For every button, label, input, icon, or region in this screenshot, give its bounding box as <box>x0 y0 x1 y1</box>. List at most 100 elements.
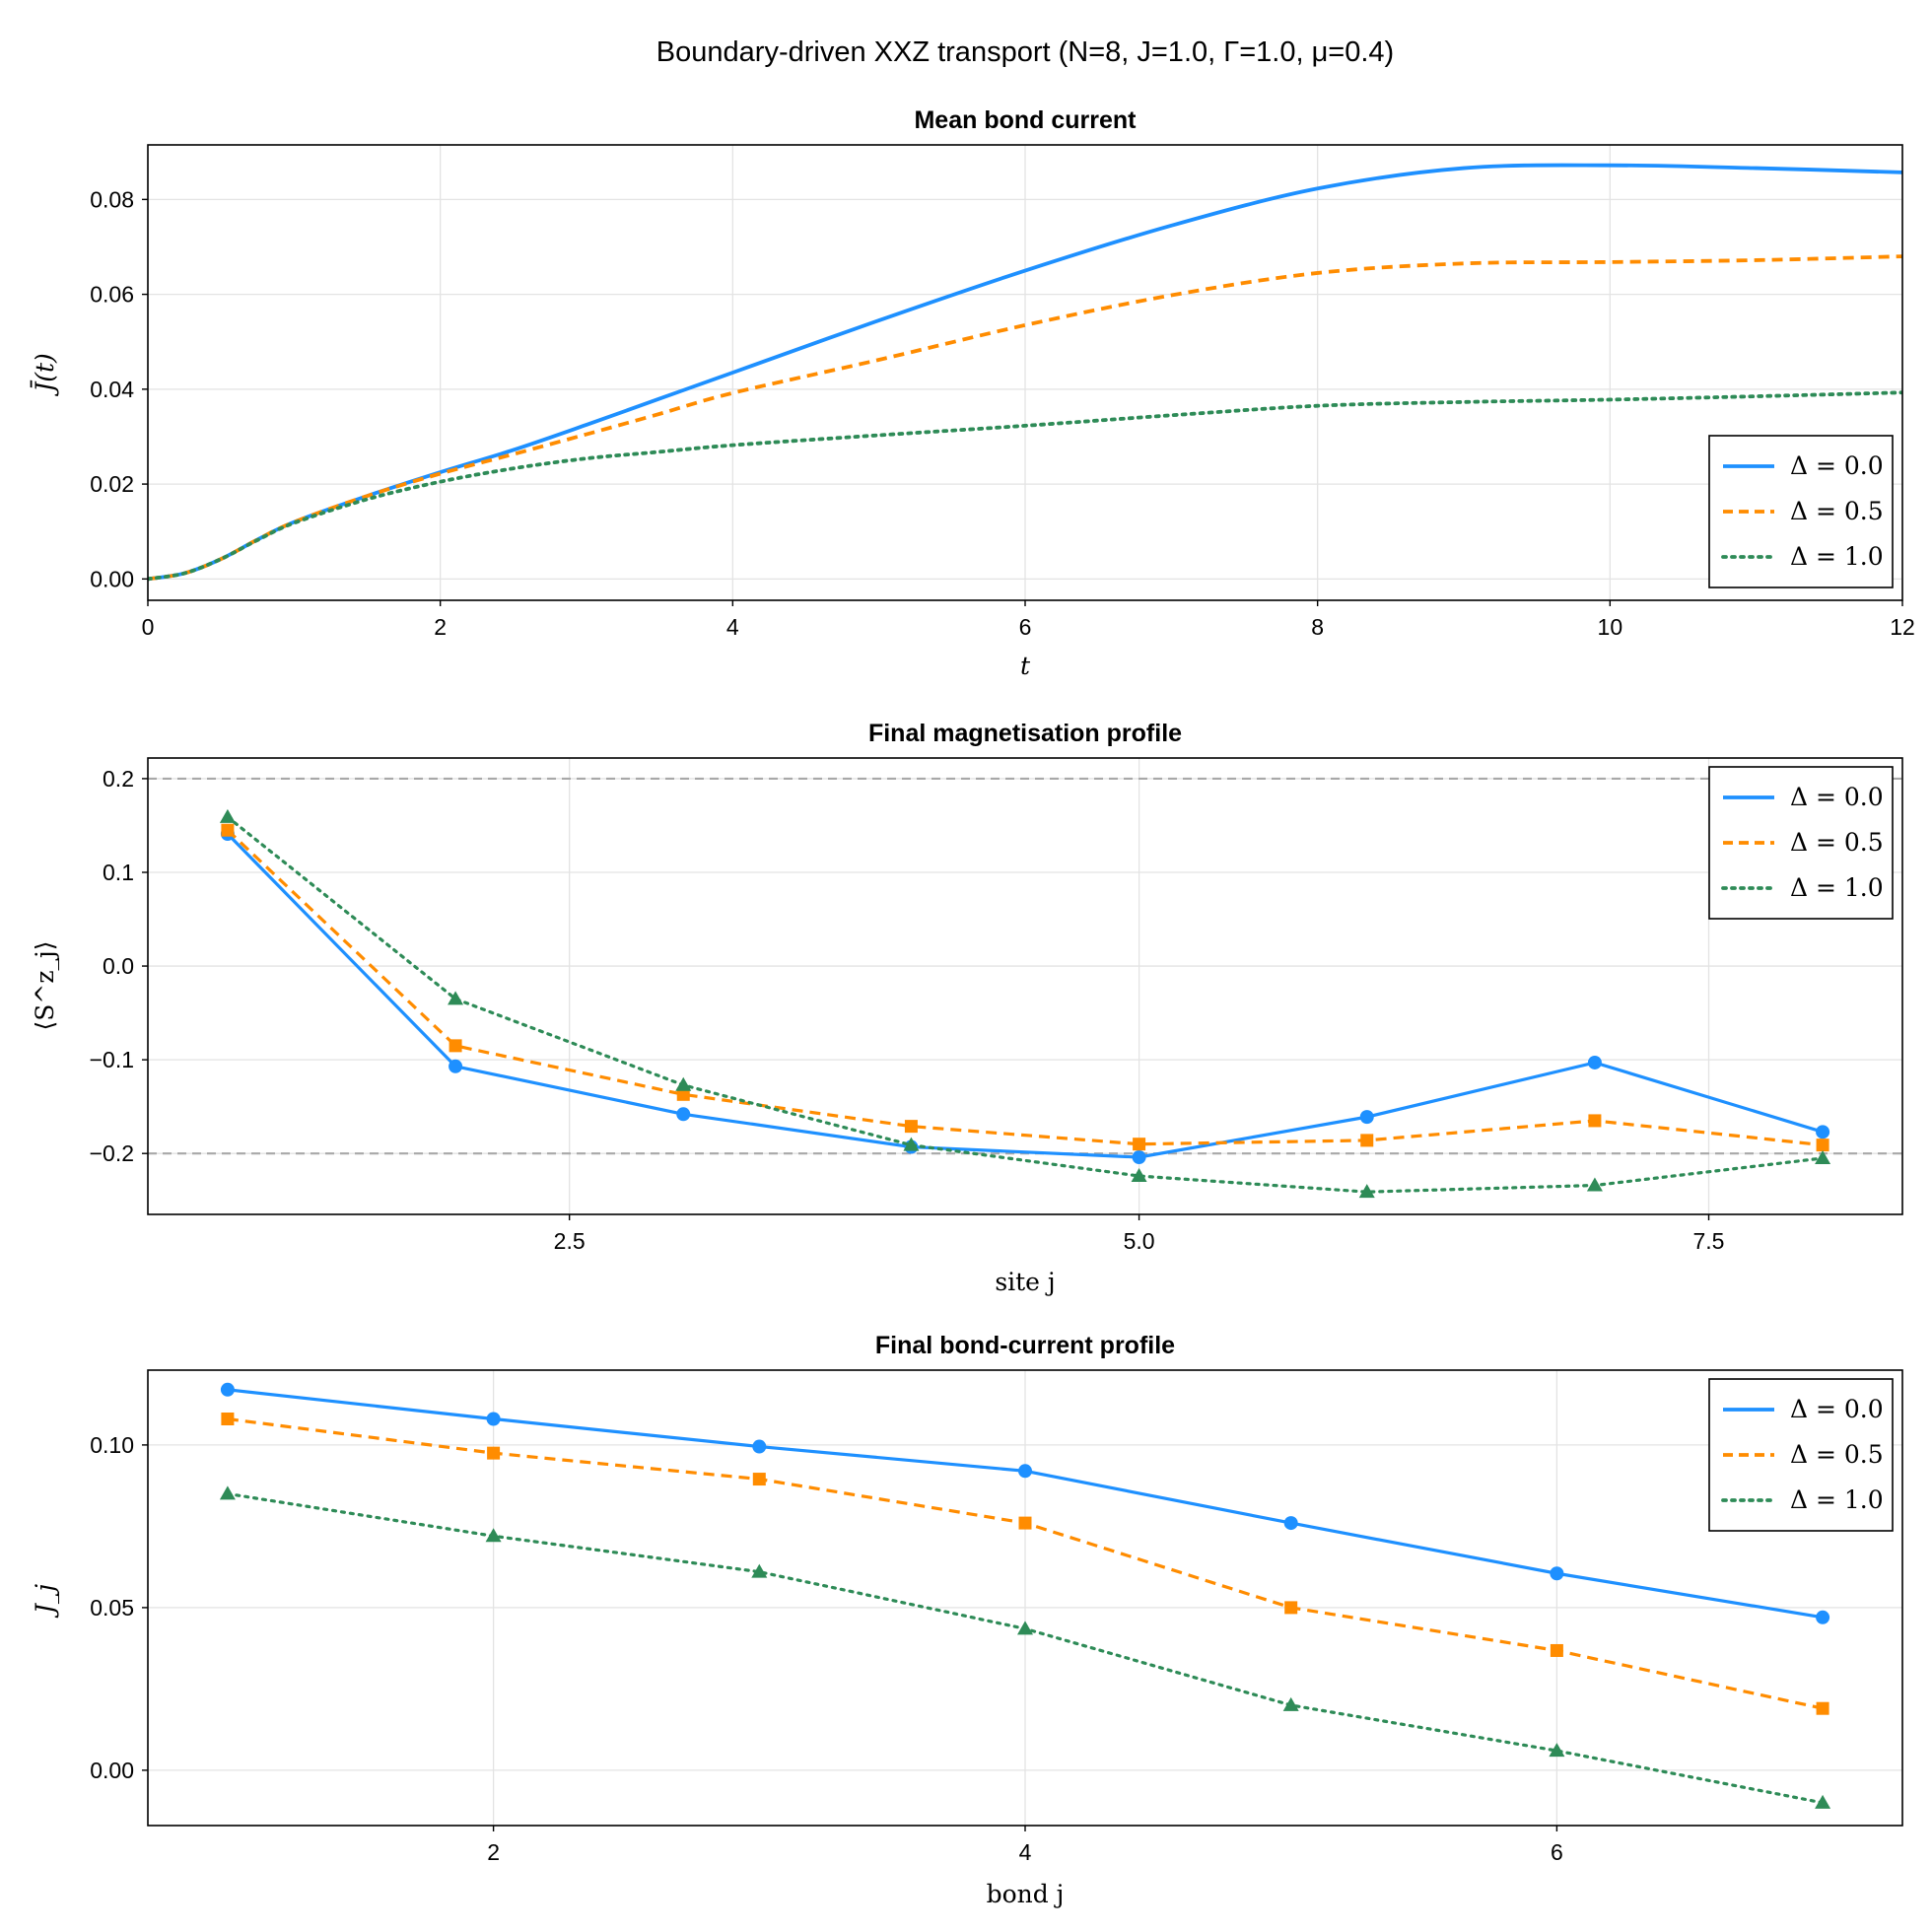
triangle-marker <box>1815 1794 1831 1809</box>
panel-magnetisation-profile: Final magnetisation profile 2.5 5.0 7.5 −0.… <box>31 720 1903 1296</box>
legend-label: Δ = 0.0 <box>1790 783 1884 811</box>
x-tick-label: 2 <box>434 614 447 640</box>
series-delta-0-0 <box>220 1382 1830 1624</box>
y-tick-label: 0.06 <box>90 282 134 308</box>
triangle-marker <box>1017 1621 1033 1635</box>
tick-labels: 2.5 5.0 7.5 −0.2 −0.1 0.0 0.1 0.2 <box>90 766 1725 1254</box>
x-tick-label: 10 <box>1598 614 1623 640</box>
circle-marker <box>486 1412 501 1426</box>
triangle-marker <box>219 808 236 823</box>
x-tick-label: 4 <box>1019 1839 1032 1865</box>
triangle-marker <box>448 991 464 1005</box>
y-tick-label: 0.05 <box>90 1595 134 1621</box>
y-axis-label: J_j <box>31 1584 59 1620</box>
series-delta-1-0 <box>219 808 1831 1199</box>
x-tick-label: 2.5 <box>554 1228 586 1254</box>
x-axis-label: site j <box>995 1268 1055 1296</box>
x-tick-label: 6 <box>1551 1839 1563 1865</box>
series-delta-0-0 <box>220 827 1830 1165</box>
circle-marker <box>752 1439 767 1454</box>
tick-labels: 2 4 6 0.00 0.05 0.10 <box>90 1432 1563 1865</box>
y-tick-label: 0.04 <box>90 377 134 402</box>
panel-title: Final bond-current profile <box>875 1332 1175 1359</box>
legend: Δ = 0.0 Δ = 0.5 Δ = 1.0 <box>1708 435 1894 588</box>
y-tick-label: −0.2 <box>90 1140 134 1166</box>
square-marker <box>1018 1516 1032 1530</box>
legend-label: Δ = 1.0 <box>1790 873 1884 902</box>
triangle-marker <box>485 1528 502 1543</box>
svg-text:J̄(t): J̄(t) <box>31 353 59 397</box>
plot-area <box>219 1382 1831 1809</box>
svg-text:J_j: J_j <box>31 1584 59 1620</box>
plot-area <box>148 163 1902 582</box>
square-marker <box>752 1473 766 1486</box>
x-tick-label: 0 <box>142 614 155 640</box>
square-marker <box>1550 1643 1563 1657</box>
triangle-marker <box>903 1137 920 1151</box>
series-layer <box>219 1382 1831 1809</box>
panel-mean-bond-current: Mean bond current 0 2 4 6 8 10 120.000.020.040… <box>31 106 1915 680</box>
legend-label: Δ = 0.5 <box>1790 828 1884 857</box>
series-layer <box>219 808 1831 1199</box>
square-marker <box>487 1446 501 1460</box>
triangle-marker <box>1131 1168 1147 1183</box>
series-delta-0-5 <box>221 823 1829 1152</box>
y-axis-label: J̄(t) <box>31 353 59 397</box>
square-marker <box>676 1087 690 1101</box>
x-tick-label: 8 <box>1311 614 1324 640</box>
triangle-marker <box>1358 1184 1375 1199</box>
square-marker <box>1816 1701 1829 1715</box>
square-marker <box>1284 1601 1298 1615</box>
series-line <box>226 832 1824 1159</box>
square-marker <box>448 1039 462 1053</box>
triangle-marker <box>1815 1149 1831 1164</box>
x-tick-label: 4 <box>726 614 739 640</box>
series-layer <box>148 163 1902 582</box>
grid <box>148 1370 1902 1826</box>
plot-frame <box>147 757 1903 1215</box>
legend-label: Δ = 0.5 <box>1790 1440 1884 1469</box>
legend-label: Δ = 0.5 <box>1790 497 1884 525</box>
x-tick-label: 12 <box>1890 614 1915 640</box>
triangle-marker <box>1586 1177 1603 1192</box>
x-axis-label: bond j <box>987 1880 1065 1908</box>
y-tick-label: 0.0 <box>103 953 134 979</box>
series-line <box>226 829 1824 1147</box>
square-marker <box>221 1413 235 1425</box>
circle-marker <box>1018 1464 1032 1479</box>
circle-marker <box>676 1107 691 1122</box>
series-delta-1-0 <box>148 390 1902 582</box>
panel-title: Mean bond current <box>914 106 1137 134</box>
triangle-marker <box>675 1076 692 1091</box>
triangle-marker <box>1549 1743 1565 1758</box>
legend-label: Δ = 0.0 <box>1790 451 1884 480</box>
legend-label: Δ = 1.0 <box>1790 542 1884 571</box>
tick-labels: 0 2 4 6 8 10 12 0.00 0.02 0.04 0.06 0.08 <box>90 186 1915 640</box>
triangle-marker <box>219 1485 236 1500</box>
circle-marker <box>1359 1110 1374 1125</box>
panel-title: Final magnetisation profile <box>868 720 1182 747</box>
circle-marker <box>1550 1566 1564 1581</box>
square-marker <box>1816 1138 1829 1152</box>
square-marker <box>1133 1138 1146 1151</box>
square-marker <box>221 823 235 837</box>
grid <box>147 145 1903 600</box>
y-tick-label: 0.00 <box>90 566 134 591</box>
legend: Δ = 0.0 Δ = 0.5 Δ = 1.0 <box>1708 1378 1894 1532</box>
svg-text:⟨S^z_j⟩: ⟨S^z_j⟩ <box>31 940 59 1030</box>
series-delta-0-5 <box>221 1413 1829 1715</box>
plot-area <box>219 808 1831 1199</box>
panel-bond-current-profile: Final bond-current profile 2 4 6 0.00 0.05 0.… <box>31 1332 1903 1908</box>
circle-marker <box>220 1382 235 1397</box>
square-marker <box>904 1120 918 1134</box>
square-marker <box>1360 1134 1374 1147</box>
y-tick-label: −0.1 <box>90 1047 134 1072</box>
figure-title: Boundary-driven XXZ transport (N=8, J=1.… <box>656 36 1394 68</box>
series-line <box>226 815 1825 1194</box>
circle-marker <box>448 1059 463 1073</box>
y-tick-label: 0.10 <box>90 1432 134 1458</box>
x-tick-label: 5.0 <box>1124 1228 1155 1254</box>
y-tick-label: 0.1 <box>103 860 134 885</box>
y-axis-label: ⟨S^z_j⟩ <box>31 940 59 1030</box>
